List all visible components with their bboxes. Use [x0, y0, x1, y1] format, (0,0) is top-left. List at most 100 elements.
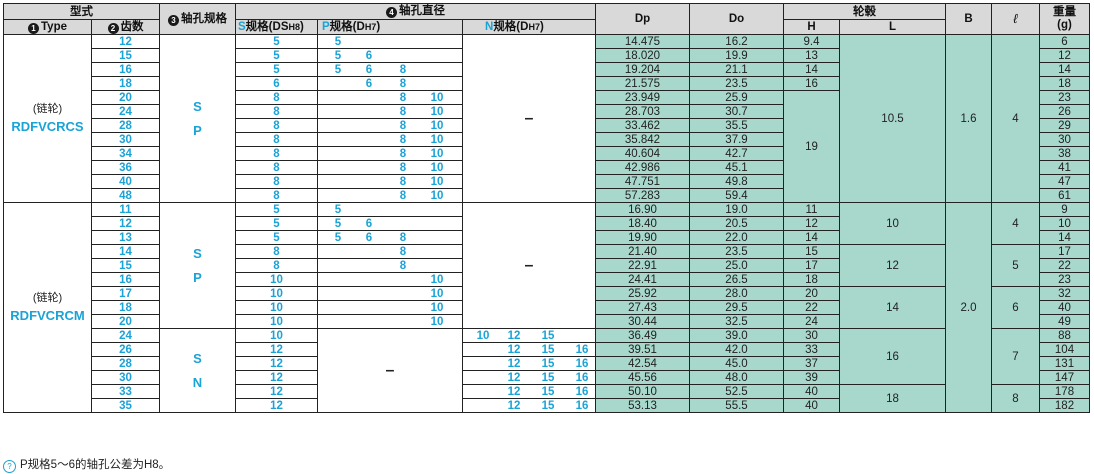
weight-header: 重量 (g): [1039, 3, 1090, 35]
p-value: 6: [365, 77, 373, 90]
h-cell: 18: [783, 272, 840, 287]
do-cell: 59.4: [689, 188, 784, 203]
ell-header: ℓ: [991, 3, 1040, 35]
do-cell: 26.5: [689, 272, 784, 287]
teeth-cell: 24: [91, 104, 160, 119]
l-cell: 10: [839, 202, 946, 245]
h-cell: 22: [783, 300, 840, 315]
p-cell: 8 10: [317, 118, 463, 133]
table-row: 28 12 12 15 16 42.54 45.0 37 131: [4, 356, 1090, 371]
type-prefix: (链轮): [32, 102, 63, 115]
s-cell: 10: [235, 286, 318, 301]
weight-cell: 12: [1039, 48, 1090, 63]
weight-cell: 22: [1039, 258, 1090, 273]
table-row: 24 S N 10–10 12 15 36.49 39.0 30 16 7 88: [4, 328, 1090, 413]
teeth-cell: 28: [91, 118, 160, 133]
dp-cell: 30.44: [595, 314, 690, 329]
teeth-cell: 15: [91, 48, 160, 63]
n-value: 16: [575, 371, 589, 384]
weight-cell: 131: [1039, 356, 1090, 371]
n-value: 12: [507, 399, 521, 412]
ell-cell: 8: [991, 384, 1040, 413]
n-cell: 12 15 16: [462, 342, 596, 357]
table-row: 15 5 5 6 18.020 19.9 13 12: [4, 48, 1090, 63]
weight-cell: 14: [1039, 62, 1090, 77]
weight-cell: 10: [1039, 216, 1090, 231]
hint-icon: ?: [3, 460, 16, 473]
teeth-cell: 24: [91, 328, 160, 343]
table-body: (链轮) RDFVCRCS 12 S P 5 5–14.475 16.2 9.4 10.5 1.6 4…: [3, 34, 1090, 413]
n-value: 15: [541, 343, 555, 356]
s-cell: 5: [235, 202, 318, 217]
teeth-cell: 18: [91, 300, 160, 315]
s-cell: 6: [235, 76, 318, 91]
l-cell: 10.5: [839, 34, 946, 203]
p-value: 6: [365, 231, 373, 244]
s-cell: 12: [235, 356, 318, 371]
do-cell: 48.0: [689, 370, 784, 385]
type-cell: (链轮) RDFVCRCM: [3, 202, 92, 413]
p-value: 8: [399, 189, 407, 202]
p-spec-header: P规格(DH7): [317, 19, 463, 35]
n-cell: –: [462, 34, 596, 203]
p-cell: 8 10: [317, 132, 463, 147]
table-row: 30 12 12 15 16 45.56 48.0 39 147: [4, 370, 1090, 385]
dp-cell: 18.020: [595, 48, 690, 63]
table-row: 17 10 10 25.92 28.0 20 14 6 32: [4, 286, 1090, 329]
type-name: RDFVCRCM: [10, 307, 85, 323]
s-cell: 8: [235, 90, 318, 105]
p-value: 10: [430, 91, 444, 104]
weight-cell: 49: [1039, 314, 1090, 329]
dp-cell: 19.90: [595, 230, 690, 245]
p-value: 10: [430, 175, 444, 188]
teeth-cell: 16: [91, 62, 160, 77]
header-row-1: 型式 3 轴孔规格 4 轴孔直径 Dp Do 轮毂 B ℓ 重量 (g): [3, 3, 1090, 35]
dp-cell: 36.49: [595, 328, 690, 343]
teeth-cell: 35: [91, 398, 160, 413]
teeth-cell: 36: [91, 160, 160, 175]
s-cell: 12: [235, 398, 318, 413]
p-value: 10: [430, 301, 444, 314]
p-value: 6: [365, 217, 373, 230]
n-value: 15: [541, 371, 555, 384]
table-row: 15 8 8 22.91 25.0 17 22: [4, 258, 1090, 273]
s-cell: 10: [235, 314, 318, 329]
dp-cell: 47.751: [595, 174, 690, 189]
p-cell: –: [317, 328, 463, 413]
p-value: 5: [334, 63, 342, 76]
teeth-cell: 17: [91, 286, 160, 301]
p-value: 8: [399, 231, 407, 244]
p-cell: 8 10: [317, 104, 463, 119]
do-cell: 42.7: [689, 146, 784, 161]
n-value: 16: [575, 343, 589, 356]
weight-cell: 9: [1039, 202, 1090, 217]
do-cell: 55.5: [689, 398, 784, 413]
h-cell: 15: [783, 244, 840, 259]
table-row: (链轮) RDFVCRCS 12 S P 5 5–14.475 16.2 9.4 10.5 1.6 4…: [3, 34, 1090, 203]
n-cell: 12 15 16: [462, 370, 596, 385]
ell-cell: 5: [991, 244, 1040, 287]
p-value: 8: [399, 91, 407, 104]
dp-cell: 53.13: [595, 398, 690, 413]
dp-cell: 33.462: [595, 118, 690, 133]
dp-cell: 21.40: [595, 244, 690, 259]
do-cell: 20.5: [689, 216, 784, 231]
mark-3-icon: 3: [168, 14, 179, 26]
p-cell: 10: [317, 300, 463, 315]
dp-cell: 39.51: [595, 342, 690, 357]
ell-cell: 4: [991, 34, 1040, 203]
table-row: (链轮) RDFVCRCM 11 S P 5 5–16.90 19.0 11 10 2.0 4 9: [3, 202, 1090, 413]
p-value: 5: [334, 35, 342, 48]
teeth-cell: 14: [91, 244, 160, 259]
p-value: 5: [334, 203, 342, 216]
s-cell: 8: [235, 160, 318, 175]
p-value: 10: [430, 189, 444, 202]
spec-letter: S: [193, 98, 202, 114]
p-cell: 8: [317, 244, 463, 259]
teeth-cell: 28: [91, 356, 160, 371]
p-cell: 10: [317, 314, 463, 329]
do-cell: 19.0: [689, 202, 784, 217]
